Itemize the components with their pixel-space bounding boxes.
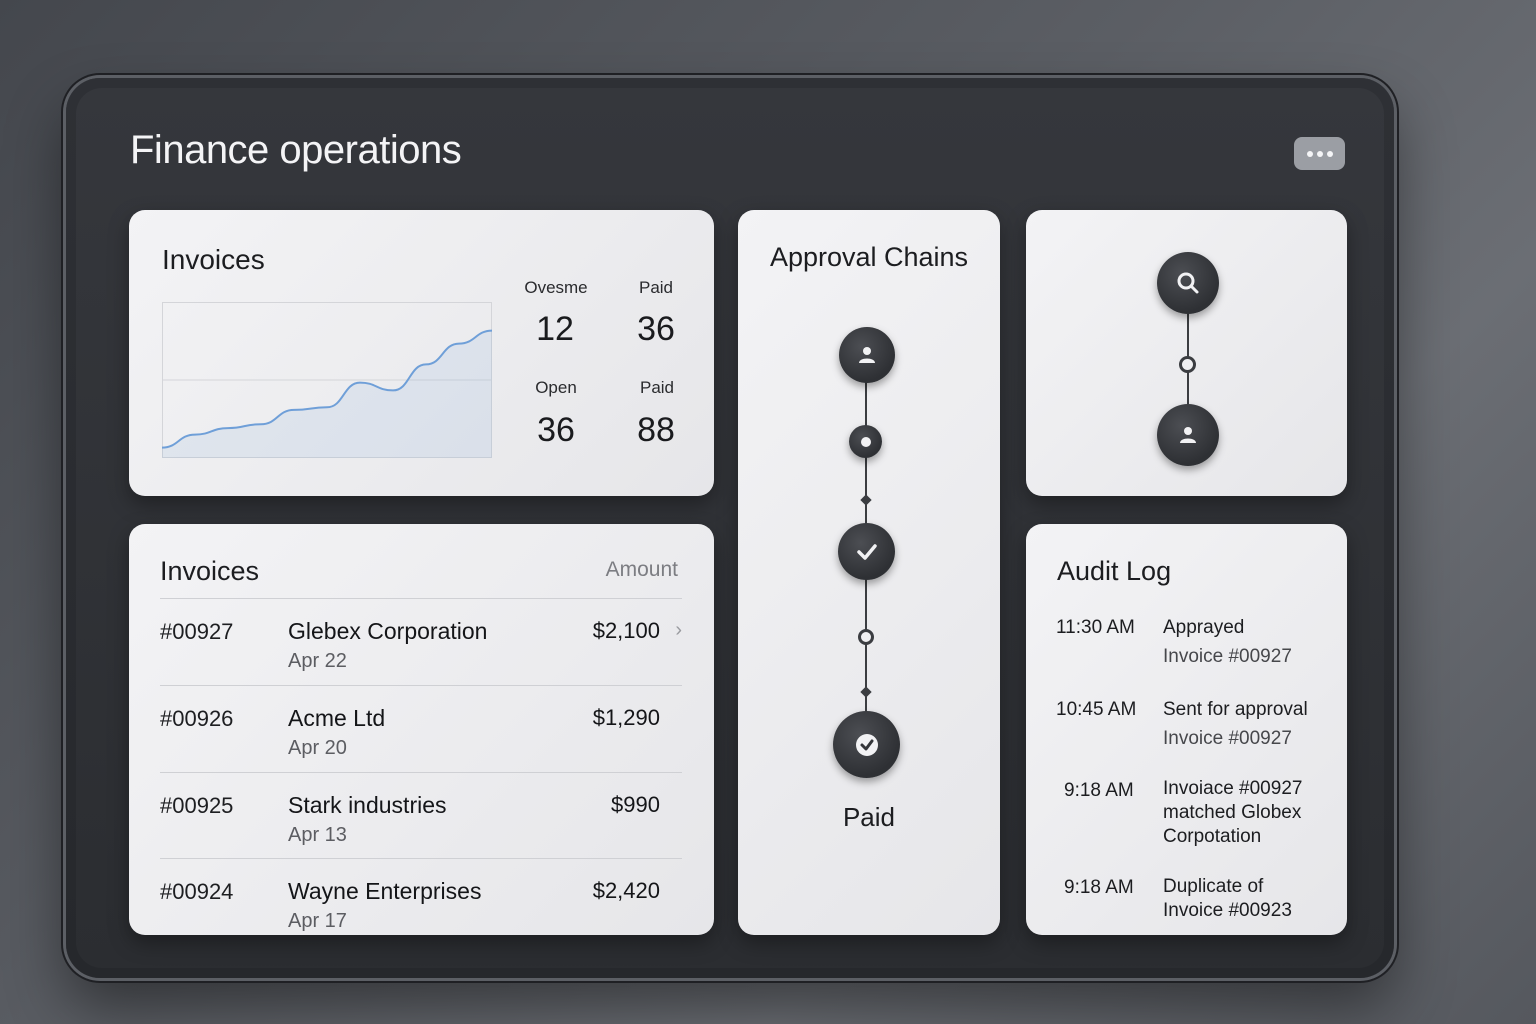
invoices-summary-card: Invoices Ovesme 12 Paid 36 Open 36 Paid … — [129, 210, 714, 496]
log-line: Duplicate of — [1163, 876, 1264, 897]
log-time: 11:30 AM — [1056, 617, 1135, 638]
user-icon — [1180, 427, 1196, 443]
log-line: Corpotation — [1163, 826, 1262, 847]
stat-value: 36 — [537, 411, 575, 449]
user-node[interactable] — [1157, 404, 1219, 466]
stat-label: Open — [535, 378, 577, 397]
log-line: Sent for approval — [1163, 699, 1308, 720]
log-line: Invoice #00927 — [1163, 646, 1292, 667]
log-entry: Sent for approval Invoice #00927 — [1163, 697, 1333, 752]
log-time: 9:18 AM — [1064, 877, 1134, 898]
stat-label: Paid — [638, 278, 674, 297]
paid-label: Paid — [842, 802, 896, 832]
invoice-amount: $2,100 — [592, 618, 660, 643]
dot-icon — [860, 436, 871, 447]
log-entry: Apprayed Invoice #00927 — [1163, 615, 1333, 670]
invoice-id: #00924 — [160, 879, 234, 904]
search-icon — [1177, 272, 1199, 294]
summary-title: Invoices — [162, 244, 265, 275]
approved-node[interactable] — [838, 523, 895, 580]
invoice-row[interactable]: #00925 Stark industries Apr 13 $990 — [160, 772, 682, 859]
log-line: Invoice #00923 — [1163, 900, 1292, 921]
stat-value: 12 — [536, 310, 574, 348]
invoice-date: Apr 22 — [288, 650, 347, 672]
invoice-id: #00926 — [160, 706, 234, 731]
log-line: Invoice #00927 — [1163, 728, 1292, 749]
log-line: Invoiace #00927 — [1163, 778, 1303, 799]
amount-column-header: Amount — [605, 558, 678, 581]
invoice-row[interactable]: #00926 Acme Ltd Apr 20 $1,290 — [160, 685, 682, 772]
log-line: matched Globex — [1163, 802, 1302, 823]
check-circle-icon — [855, 733, 878, 756]
invoice-list-title: Invoices — [160, 556, 260, 586]
invoice-amount: $1,290 — [592, 705, 660, 730]
chart-area — [162, 330, 492, 458]
stat-label: Paid — [639, 378, 675, 397]
invoice-row[interactable]: #00924 Wayne Enterprises Apr 17 $2,420 — [160, 858, 682, 935]
log-time: 10:45 AM — [1056, 699, 1137, 720]
chart-series-line — [161, 329, 493, 449]
log-entry: Duplicate of Invoice #00923 — [1163, 875, 1333, 923]
chain-marker — [860, 494, 872, 506]
invoice-amount: $2,420 — [592, 878, 660, 903]
stat-value: 88 — [637, 411, 675, 449]
invoice-company: Glebex Corporation — [288, 618, 488, 644]
dot-icon — [1316, 150, 1323, 157]
step-node — [849, 425, 882, 458]
invoice-amount: $990 — [611, 792, 660, 817]
search-flow-card — [1026, 210, 1347, 496]
invoice-date: Apr 17 — [288, 910, 347, 932]
trend-chart-svg — [161, 302, 493, 458]
invoice-id: #00925 — [160, 793, 234, 818]
paid-node[interactable] — [833, 711, 900, 778]
stat-label: Ovesme — [524, 278, 588, 297]
audit-log-card: Audit Log 11:30 AM Apprayed Invoice #009… — [1026, 524, 1347, 935]
check-icon — [856, 543, 877, 560]
approval-title: Approval Chains — [769, 242, 969, 272]
chevron-right-icon: › — [675, 619, 682, 641]
dot-icon — [1326, 150, 1333, 157]
log-line: Apprayed — [1163, 617, 1245, 638]
pending-step-ring — [858, 629, 874, 645]
chain-marker — [860, 686, 872, 698]
invoice-row[interactable]: #00927 Glebex Corporation Apr 22 $2,100 … — [160, 598, 682, 685]
invoice-list-card: Invoices Amount #00927 Glebex Corporatio… — [129, 524, 714, 935]
invoice-id: #00927 — [160, 619, 234, 644]
flow-step-ring — [1179, 356, 1196, 373]
log-entry: Invoiace #00927 matched Globex Corpotati… — [1163, 777, 1333, 849]
user-icon — [859, 347, 875, 363]
dot-icon — [1306, 150, 1313, 157]
invoice-company: Stark industries — [288, 792, 447, 818]
log-time: 9:18 AM — [1064, 780, 1134, 801]
invoice-company: Acme Ltd — [288, 705, 386, 731]
approval-chains-card: Approval Chains Paid — [738, 210, 1000, 935]
invoice-company: Wayne Enterprises — [288, 878, 482, 904]
stat-value: 36 — [637, 310, 675, 348]
search-node[interactable] — [1157, 252, 1219, 314]
invoice-date: Apr 20 — [288, 737, 347, 759]
audit-title: Audit Log — [1057, 556, 1172, 586]
invoice-trend-chart — [161, 302, 493, 458]
invoice-date: Apr 13 — [288, 824, 347, 846]
approver-node[interactable] — [839, 327, 895, 383]
page-title: Finance operations — [130, 128, 462, 172]
more-options-button[interactable] — [1294, 137, 1345, 170]
